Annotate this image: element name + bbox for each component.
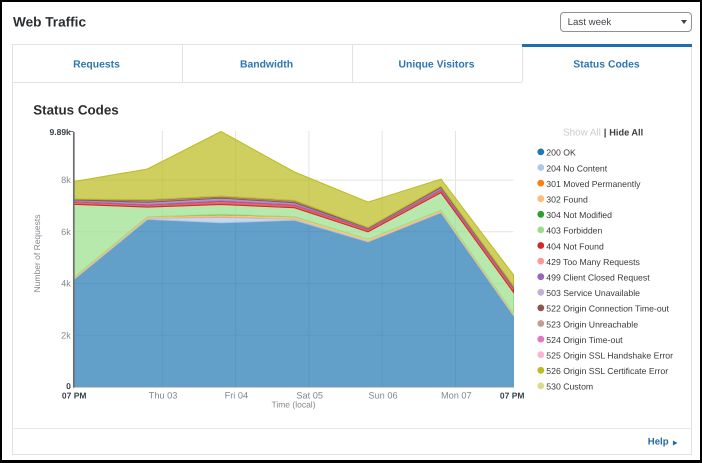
svg-text:523 Origin Unreachable: 523 Origin Unreachable: [546, 319, 638, 329]
svg-text:2k: 2k: [61, 330, 71, 340]
svg-text:4k: 4k: [61, 279, 71, 289]
svg-text:Sat 05: Sat 05: [296, 391, 323, 401]
svg-text:Unique Visitors: Unique Visitors: [398, 59, 474, 70]
svg-text:Status Codes: Status Codes: [33, 103, 119, 118]
svg-text:200 OK: 200 OK: [546, 148, 576, 158]
svg-text:429 Too Many Requests: 429 Too Many Requests: [546, 257, 640, 267]
svg-text:Bandwidth: Bandwidth: [240, 59, 293, 70]
svg-text:503 Service Unavailable: 503 Service Unavailable: [546, 288, 640, 298]
svg-text:403 Forbidden: 403 Forbidden: [546, 226, 602, 236]
svg-text:Time (local): Time (local): [271, 400, 315, 410]
svg-text:Last week: Last week: [568, 17, 612, 28]
svg-text:Fri 04: Fri 04: [225, 391, 249, 401]
svg-text:07 PM: 07 PM: [500, 391, 525, 401]
svg-text:522 Origin Connection Time-out: 522 Origin Connection Time-out: [546, 304, 669, 314]
svg-text:301 Moved Permanently: 301 Moved Permanently: [546, 179, 641, 189]
svg-text:9.89k: 9.89k: [50, 127, 72, 137]
svg-text:Mon 07: Mon 07: [441, 391, 472, 401]
svg-text:Sun 06: Sun 06: [368, 391, 397, 401]
svg-text:524 Origin Time-out: 524 Origin Time-out: [546, 335, 623, 345]
svg-text:|: |: [604, 128, 607, 139]
svg-text:Show All: Show All: [563, 128, 601, 139]
svg-text:Thu 03: Thu 03: [149, 391, 178, 401]
svg-text:Requests: Requests: [73, 59, 120, 70]
svg-text:526 Origin SSL Certificate Err: 526 Origin SSL Certificate Error: [546, 366, 668, 376]
svg-text:Help: Help: [648, 436, 669, 447]
svg-text:Number of Requests: Number of Requests: [32, 215, 42, 293]
svg-text:6k: 6k: [61, 227, 71, 237]
svg-text:07 PM: 07 PM: [62, 391, 87, 401]
svg-text:Hide All: Hide All: [609, 128, 643, 138]
svg-text:0: 0: [66, 381, 71, 391]
svg-text:530 Custom: 530 Custom: [546, 382, 593, 392]
svg-text:525 Origin SSL Handshake Error: 525 Origin SSL Handshake Error: [546, 351, 673, 361]
svg-text:8k: 8k: [61, 175, 71, 185]
svg-text:304 Not Modified: 304 Not Modified: [546, 210, 612, 220]
svg-text:Status Codes: Status Codes: [573, 59, 640, 70]
svg-text:404 Not Found: 404 Not Found: [546, 241, 604, 251]
svg-text:302 Found: 302 Found: [546, 195, 588, 205]
svg-text:Web Traffic: Web Traffic: [13, 15, 86, 30]
svg-text:499 Client Closed Request: 499 Client Closed Request: [546, 273, 650, 283]
svg-text:204 No Content: 204 No Content: [546, 163, 607, 173]
